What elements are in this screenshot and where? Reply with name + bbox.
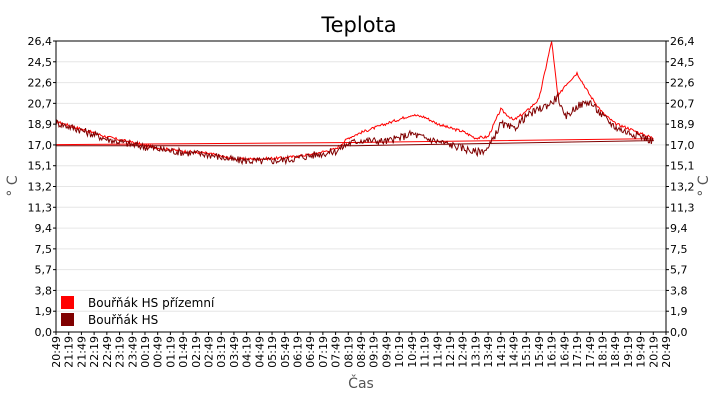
x-tick-label: 09:49 <box>380 336 393 368</box>
chart-title: Teplota <box>320 13 396 37</box>
x-tick-label: 12:49 <box>457 336 470 368</box>
x-tick-label: 18:19 <box>596 336 609 368</box>
x-tick-label: 17:19 <box>571 336 584 368</box>
x-tick-label: 12:19 <box>444 336 457 368</box>
legend-swatch-series-2 <box>61 313 74 326</box>
x-tick-label: 08:19 <box>342 336 355 368</box>
x-tick-label: 22:49 <box>101 336 114 368</box>
y-tick-label-right: 15,1 <box>670 160 695 173</box>
x-tick-label: 14:49 <box>508 336 521 368</box>
x-tick-label: 07:49 <box>330 336 343 368</box>
legend-label-series-1: Bouřňák HS přízemní <box>88 296 215 310</box>
legend-swatch-series-1 <box>61 296 74 309</box>
y-tick-label-left: 3,8 <box>35 284 53 297</box>
x-tick-label: 10:49 <box>406 336 419 368</box>
legend: Bouřňák HS přízemní Bouřňák HS <box>61 296 215 327</box>
x-tick-label: 16:49 <box>558 336 571 368</box>
x-tick-label: 09:19 <box>368 336 381 368</box>
y-tick-label-left: 15,1 <box>28 160 53 173</box>
x-tick-label: 03:49 <box>228 336 241 368</box>
x-tick-label: 17:49 <box>584 336 597 368</box>
y-tick-label-right: 22,6 <box>670 77 695 90</box>
x-tick-label: 05:19 <box>266 336 279 368</box>
x-tick-label: 14:19 <box>495 336 508 368</box>
x-tick-label: 13:19 <box>469 336 482 368</box>
y-tick-label-right: 5,7 <box>670 264 688 277</box>
y-tick-label-right: 3,8 <box>670 284 688 297</box>
y-tick-label-left: 5,7 <box>35 264 53 277</box>
x-tick-label: 07:19 <box>317 336 330 368</box>
y-axis-right-ticks: 0,0 1,9 3,8 5,7 7,5 9,4 11,3 13,2 15,1 17,0 18,9 20… <box>666 35 695 339</box>
y-tick-label-right: 9,4 <box>670 222 688 235</box>
y-tick-label-left: 1,9 <box>35 305 53 318</box>
y-tick-label-left: 11,3 <box>28 201 53 214</box>
x-axis-label: Čas <box>348 374 374 392</box>
x-tick-label: 04:19 <box>241 336 254 368</box>
y-tick-label-right: 26,4 <box>670 35 695 48</box>
y-tick-label-left: 17,0 <box>28 139 53 152</box>
x-tick-label: 08:49 <box>355 336 368 368</box>
x-tick-label: 19:19 <box>622 336 635 368</box>
y-axis-left-ticks: 0,0 1,9 3,8 5,7 7,5 9,4 11,3 13,2 15,1 17,0 18,9 20… <box>28 35 56 339</box>
grid-lines <box>56 61 666 312</box>
x-tick-label: 11:49 <box>431 336 444 368</box>
y-tick-label-right: 17,0 <box>670 139 695 152</box>
legend-label-series-2: Bouřňák HS <box>88 313 158 327</box>
x-tick-label: 02:19 <box>190 336 203 368</box>
x-tick-label: 22:19 <box>88 336 101 368</box>
x-tick-label: 20:49 <box>50 336 63 368</box>
x-tick-label: 06:49 <box>304 336 317 368</box>
x-tick-label: 20:19 <box>647 336 660 368</box>
y-tick-label-left: 24,5 <box>28 56 53 69</box>
x-tick-label: 03:19 <box>215 336 228 368</box>
x-tick-label: 06:19 <box>291 336 304 368</box>
y-tick-label-left: 0,0 <box>35 326 53 339</box>
y-tick-label-left: 7,5 <box>35 243 53 256</box>
x-tick-label: 15:49 <box>533 336 546 368</box>
x-tick-label: 23:49 <box>126 336 139 368</box>
x-tick-label: 02:49 <box>203 336 216 368</box>
x-tick-label: 10:19 <box>393 336 406 368</box>
x-tick-label: 16:19 <box>546 336 559 368</box>
x-tick-label: 01:49 <box>177 336 190 368</box>
series-lines <box>55 41 655 166</box>
series-line-2 <box>55 91 655 166</box>
y-tick-label-right: 24,5 <box>670 56 695 69</box>
y-tick-label-left: 26,4 <box>28 35 53 48</box>
x-tick-label: 15:19 <box>520 336 533 368</box>
y-tick-label-right: 1,9 <box>670 305 688 318</box>
y-tick-label-right: 11,3 <box>670 201 695 214</box>
x-tick-label: 21:49 <box>75 336 88 368</box>
x-tick-label: 00:19 <box>139 336 152 368</box>
x-tick-label: 13:49 <box>482 336 495 368</box>
x-tick-label: 19:49 <box>635 336 648 368</box>
y-tick-label-left: 13,2 <box>28 181 53 194</box>
y-axis-label-right: ° C <box>696 175 712 196</box>
y-tick-label-left: 22,6 <box>28 77 53 90</box>
y-tick-label-left: 20,7 <box>28 97 53 110</box>
x-tick-label: 00:49 <box>152 336 165 368</box>
x-tick-label: 05:49 <box>279 336 292 368</box>
plot-frame <box>55 40 667 333</box>
x-tick-label: 04:49 <box>253 336 266 368</box>
x-tick-label: 23:19 <box>114 336 127 368</box>
x-tick-label: 18:49 <box>609 336 622 368</box>
y-tick-label-right: 13,2 <box>670 181 695 194</box>
y-tick-label-right: 7,5 <box>670 243 688 256</box>
x-tick-label: 20:49 <box>660 336 673 368</box>
y-tick-label-left: 18,9 <box>28 118 53 131</box>
y-tick-label-right: 0,0 <box>670 326 688 339</box>
x-tick-label: 21:19 <box>63 336 76 368</box>
x-tick-label: 11:19 <box>419 336 432 368</box>
x-axis-ticks: 20:49 21:19 21:49 22:19 22:49 23:19 23:49 00:19… <box>50 332 673 368</box>
y-axis-label-left: ° C <box>5 175 21 196</box>
y-tick-label-left: 9,4 <box>35 222 53 235</box>
y-tick-label-right: 18,9 <box>670 118 695 131</box>
y-tick-label-right: 20,7 <box>670 97 695 110</box>
x-tick-label: 01:19 <box>164 336 177 368</box>
